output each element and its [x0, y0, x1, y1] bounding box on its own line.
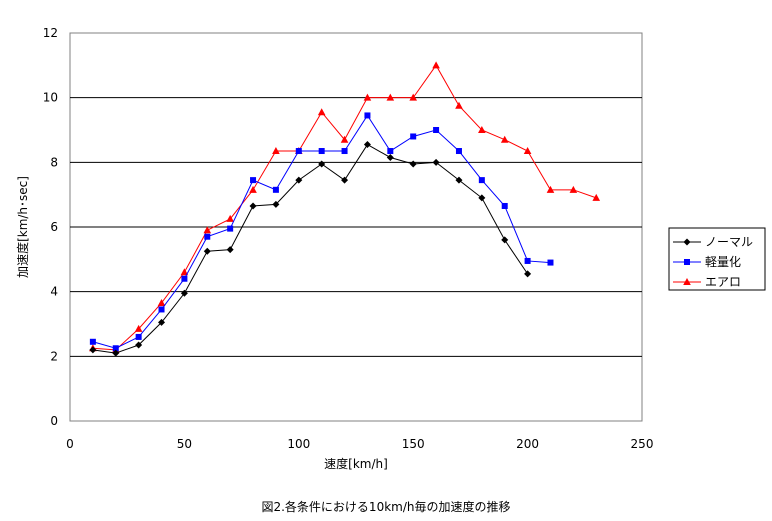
y-tick-label: 0 — [50, 414, 58, 428]
data-point-marker — [341, 148, 348, 155]
data-point-marker — [318, 160, 326, 168]
data-point-marker — [683, 238, 691, 246]
data-point-marker — [432, 61, 440, 69]
x-tick-label: 250 — [631, 437, 654, 451]
data-point-marker — [226, 214, 234, 222]
data-point-marker — [478, 177, 485, 184]
data-point-marker — [524, 257, 531, 264]
x-tick-label: 50 — [177, 437, 192, 451]
data-point-marker — [410, 133, 417, 140]
data-point-marker — [317, 108, 326, 116]
series-line — [92, 143, 529, 354]
data-point-marker — [112, 349, 120, 357]
data-point-marker — [569, 185, 578, 193]
data-point-marker — [501, 236, 509, 244]
figure-caption: 図2.各条件における10km/h毎の加速度の推移 — [261, 500, 511, 514]
y-tick-label: 2 — [50, 349, 58, 363]
data-point-marker — [409, 93, 417, 101]
data-point-marker — [249, 202, 257, 210]
data-point-marker — [364, 112, 371, 119]
data-point-marker — [226, 246, 234, 254]
data-point-marker — [500, 135, 509, 143]
data-point-marker — [478, 126, 486, 133]
x-tick-label: 0 — [66, 437, 74, 451]
data-point-marker — [272, 147, 280, 155]
data-point-marker — [135, 341, 143, 349]
data-point-marker — [340, 135, 349, 143]
y-tick-label: 12 — [43, 26, 58, 40]
data-point-marker — [158, 306, 165, 313]
data-point-marker — [181, 275, 188, 282]
data-point-marker — [363, 141, 371, 149]
legend-item: エアロ — [673, 275, 741, 289]
data-point-marker — [318, 148, 325, 155]
data-point-marker — [204, 233, 211, 240]
data-point-marker — [227, 225, 234, 232]
data-point-marker — [341, 176, 349, 184]
y-axis-title: 加速度[km/h･sec] — [15, 176, 30, 278]
data-point-marker — [295, 148, 302, 155]
data-point-marker — [501, 202, 508, 209]
data-point-marker — [180, 289, 188, 297]
y-tick-label: 6 — [50, 220, 58, 234]
x-tick-label: 150 — [402, 437, 425, 451]
data-point-marker — [524, 270, 532, 278]
data-point-marker — [250, 177, 257, 184]
data-point-marker — [295, 176, 303, 184]
y-tick-label: 8 — [50, 155, 58, 169]
data-point-marker — [387, 148, 394, 155]
data-point-marker — [272, 186, 279, 193]
data-point-marker — [592, 193, 601, 201]
series-1 — [89, 112, 554, 352]
x-tick-labels: 0 50 100 150 200 250 — [66, 437, 653, 451]
data-point-marker — [546, 185, 555, 193]
data-point-marker — [433, 127, 440, 133]
data-point-marker — [135, 333, 142, 340]
data-point-marker — [112, 345, 119, 352]
data-point-marker — [547, 259, 554, 266]
series-0 — [89, 141, 532, 357]
data-point-marker — [272, 200, 280, 208]
data-point-marker — [203, 226, 212, 234]
series-layer — [89, 61, 601, 357]
data-point-marker — [523, 147, 532, 155]
legend-label: ノーマル — [705, 235, 753, 249]
data-point-marker — [455, 101, 463, 109]
data-point-marker — [478, 194, 486, 202]
data-point-marker — [684, 259, 690, 265]
data-point-marker — [386, 93, 395, 101]
y-tick-labels: 0 2 4 6 8 10 12 — [43, 26, 58, 428]
data-point-marker — [249, 185, 257, 193]
data-point-marker — [89, 346, 97, 354]
y-tick-label: 10 — [43, 91, 58, 105]
data-point-marker — [455, 176, 463, 184]
y-tick-label: 4 — [50, 285, 58, 299]
gridlines — [70, 97, 642, 357]
legend-label: 軽量化 — [705, 255, 741, 269]
data-point-marker — [134, 324, 143, 332]
data-point-marker — [386, 153, 394, 161]
data-point-marker — [683, 278, 691, 285]
data-point-marker — [363, 93, 372, 101]
data-point-marker — [158, 318, 166, 326]
x-axis-title: 速度[km/h] — [324, 456, 388, 471]
data-point-marker — [157, 298, 166, 306]
data-point-marker — [432, 158, 440, 166]
legend-item: ノーマル — [673, 235, 753, 249]
data-point-marker — [89, 338, 96, 345]
x-tick-label: 200 — [516, 437, 539, 451]
legend-label: エアロ — [705, 275, 741, 289]
data-point-marker — [409, 160, 417, 168]
legend-item: 軽量化 — [673, 255, 741, 269]
data-point-marker — [455, 148, 462, 155]
data-point-marker — [203, 247, 211, 255]
x-tick-label: 100 — [287, 437, 310, 451]
data-point-marker — [180, 268, 189, 276]
